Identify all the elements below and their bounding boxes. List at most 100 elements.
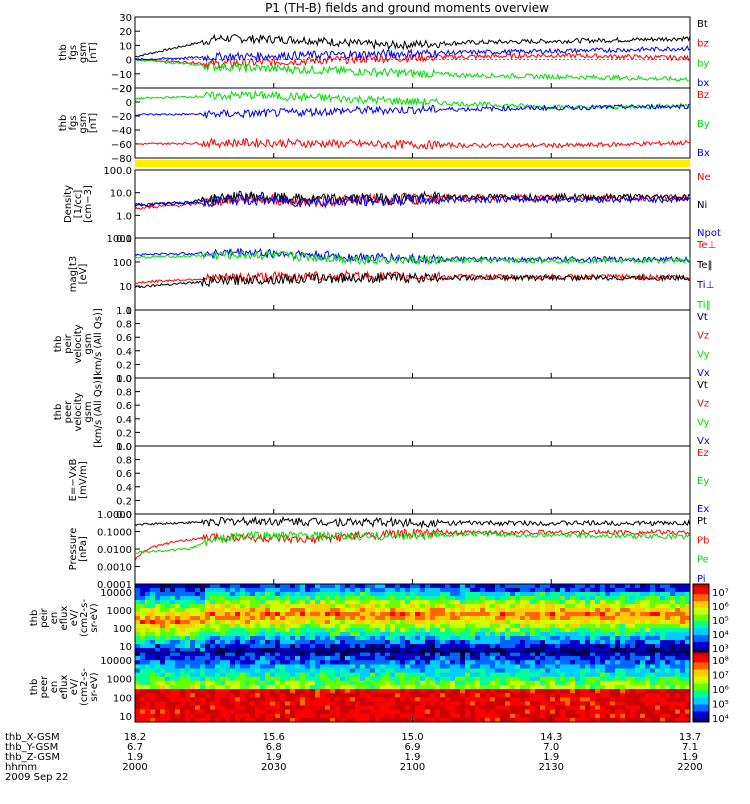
spectrogram-cell [240,628,246,633]
spectrogram-cell [255,668,261,673]
spectrogram-cell [595,608,601,613]
spectrogram-cell [330,648,336,653]
spectrogram-cell [300,676,306,682]
spectrogram-cell [355,588,361,593]
spectrogram-cell [310,676,316,682]
spectrogram-cell [570,632,576,637]
spectrogram-cell [575,709,581,714]
spectrogram-cell [355,668,361,673]
spectrogram-cell [670,697,676,702]
spectrogram-cell [310,713,316,719]
spectrogram-cell [345,689,351,694]
spectrogram-cell [210,701,216,706]
spectrogram-cell [285,644,291,649]
spectrogram-cell [415,596,421,601]
spectrogram-cell [545,652,551,657]
spectrogram-cell [140,713,146,719]
y-tick-label: −20 [111,84,132,95]
spectrogram-cell [275,612,281,617]
spectrogram-cell [365,608,371,613]
spectrogram-cell [175,628,181,633]
spectrogram-cell [240,697,246,702]
spectrogram-cell [600,680,606,686]
spectrogram-cell [435,713,441,719]
spectrogram-cell [515,592,521,597]
spectrogram-cell [575,689,581,694]
spectrogram-cell [465,701,471,706]
spectrogram-cell [415,717,421,723]
spectrogram-cell [495,676,501,682]
spectrogram-cell [370,676,376,682]
y-axis-label-line: velocity [73,392,84,431]
spectrogram-cell [605,628,611,633]
spectrogram-cell [495,668,501,673]
spectrogram-cell [285,693,291,698]
spectrogram-cell [655,624,661,629]
spectrogram-cell [540,652,546,657]
spectrogram-cell [260,660,266,665]
spectrogram-cell [685,600,691,605]
spectrogram-cell [575,596,581,601]
spectrogram-cell [185,668,191,673]
spectrogram-y-tick: 10 [119,712,132,723]
spectrogram-cell [645,604,651,609]
spectrogram-cell [400,680,406,686]
spectrogram-cell [415,660,421,665]
spectrogram-cell [185,604,191,609]
spectrogram-cell [365,684,371,690]
spectrogram-cell [515,628,521,633]
spectrogram-cell [425,608,431,613]
spectrogram-cell [215,672,221,677]
spectrogram-cell [595,620,601,625]
spectrogram-cell [135,672,141,677]
spectrogram-cell [165,624,171,629]
spectrogram-cell [575,713,581,719]
spectrogram-cell [475,697,481,702]
spectrogram-cell [610,628,616,633]
spectrogram-cell [375,592,381,597]
spectrogram-cell [660,697,666,702]
spectrogram-cell [470,604,476,609]
y-axis-label-fgs_sm: thb fgs gsm [nT] [58,112,99,133]
spectrogram-cell [640,612,646,617]
spectrogram-cell [535,697,541,702]
spectrogram-cell [585,644,591,649]
spectrogram-cell [365,616,371,621]
spectrogram-cell [575,672,581,677]
spectrogram-cell [285,600,291,605]
spectrogram-cell [265,600,271,605]
spectrogram-cell [360,624,366,629]
spectrogram-cell [145,717,151,723]
spectrogram-cell [395,668,401,673]
spectrogram-cell [225,588,231,593]
spectrogram-cell [355,592,361,597]
spectrogram-cell [530,717,536,723]
spectrogram-cell [545,672,551,677]
y-axis-label-line: velocity [73,324,84,363]
spectrogram-cell [680,689,686,694]
spectrogram-cell [275,664,281,669]
spectrogram-cell [460,676,466,682]
spectrogram-cell [645,693,651,698]
spectrogram-cell [375,664,381,669]
spectrogram-cell [445,636,451,641]
spectrogram-cell [540,584,546,589]
spectrogram-cell [280,668,286,673]
spectrogram-cell [300,600,306,605]
spectrogram-cell [640,640,646,645]
spectrogram-cell [650,676,656,682]
spectrogram-cell [200,640,206,645]
spectrogram-cell [565,701,571,706]
y-axis-label-line: [cm−3] [83,185,94,223]
spectrogram-y-label-line: (cm2-s- [79,599,90,637]
spectrogram-cell [140,672,146,677]
spectrogram-cell [650,713,656,719]
spectrogram-cell [355,608,361,613]
spectrogram-cell [240,656,246,661]
spectrogram-cell [225,668,231,673]
spectrogram-cell [245,600,251,605]
spectrogram-cell [360,596,366,601]
spectrogram-cell [350,672,356,677]
spectrogram-cell [405,636,411,641]
spectrogram-cell [135,616,141,621]
